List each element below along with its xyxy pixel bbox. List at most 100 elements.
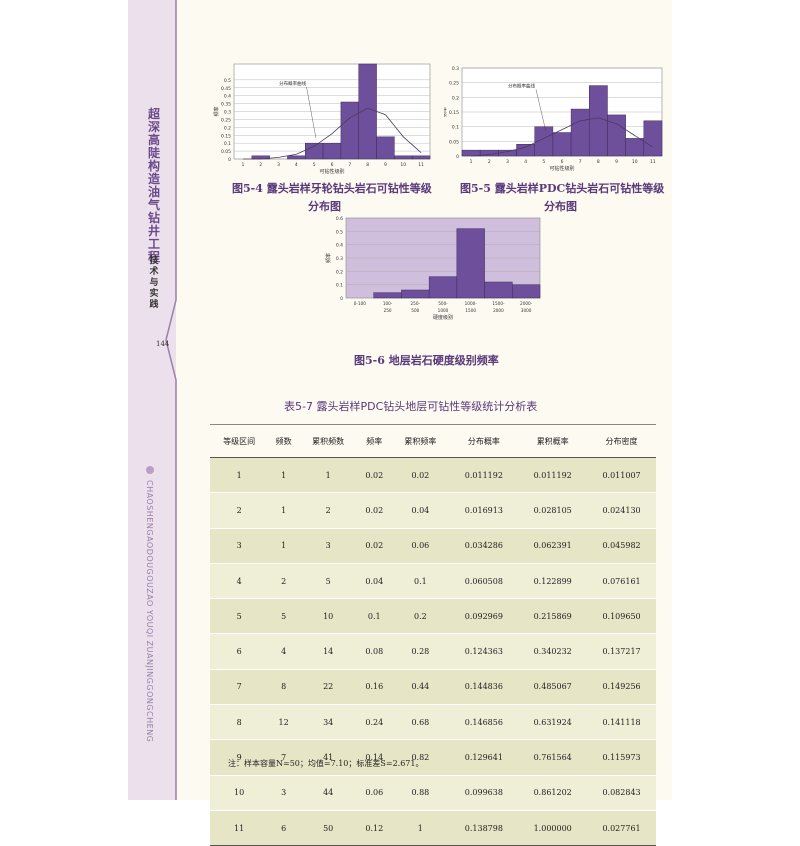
figure-5-4-chart: 0 0.05 0.1 0.15 0.2 0.250.3 0.35 0.4 0.45 0.5 1 2 3 4…: [213, 63, 431, 175]
y-tick-label: 0: [228, 157, 231, 163]
table-header-cell: 累积频数: [299, 424, 358, 458]
bar: [625, 138, 645, 157]
table-cell: 0.011007: [587, 457, 656, 494]
bar: [428, 276, 458, 299]
table-cell: 50: [299, 810, 358, 846]
table-note: 注：样本容量N=50；均值=7.10；标准差S=2.671。: [228, 759, 424, 768]
distribution-curve: [471, 117, 654, 157]
annotation-leader: [306, 86, 317, 139]
statistics-table: 等级区间 频数 累积频数 频率 累积频率 分布概率 累积概率 分布密度 1 1 1 0.02 0.02…: [210, 424, 656, 846]
table-cell: 0.016913: [449, 492, 519, 529]
table-cell: 7: [268, 739, 300, 776]
x-tick-label: 250: [384, 308, 392, 313]
table-cell: 0.631924: [518, 704, 588, 741]
table-cell: 0.082843: [587, 775, 656, 811]
table-row: 3 1 3 0.02 0.06 0.034286 0.062391 0.045982: [210, 528, 656, 564]
x-axis-label: 硬度级别: [433, 314, 453, 321]
y-tick-label: 0.4: [336, 243, 343, 249]
x-tick-label: 2000: [493, 308, 504, 313]
table-cell: 0.146856: [449, 704, 519, 741]
table-cell: 0.124363: [449, 633, 519, 670]
bar: [512, 284, 541, 299]
x-tick-label: 1: [470, 159, 473, 165]
bar: [287, 155, 306, 160]
table-cell: 0.44: [391, 669, 450, 706]
y-tick-label: 0.5: [336, 229, 343, 235]
x-tick-label: 3: [506, 159, 509, 165]
table-cell: 0.08: [357, 633, 392, 670]
bar: [607, 114, 626, 157]
table-row: 7 8 22 0.16 0.44 0.144836 0.485067 0.149256: [210, 669, 656, 706]
bar: [411, 155, 431, 160]
table-cell: 2: [210, 492, 269, 529]
x-tick-label: 4: [524, 159, 527, 165]
table-cell: 0.109650: [587, 598, 656, 635]
x-tick-label: 8: [597, 159, 600, 165]
table-cell: 12: [268, 704, 300, 741]
table-cell: 14: [299, 633, 358, 670]
bar: [570, 108, 590, 157]
pinyin-dot-icon: [146, 466, 154, 474]
table-cell: 1: [268, 457, 300, 494]
table-cell: 0.24: [357, 704, 392, 741]
y-tick-label: 0: [340, 296, 343, 302]
book-title-vertical: 超深高陡构造油气钻井工程: [147, 107, 160, 264]
bar: [516, 144, 535, 157]
bar: [373, 292, 402, 299]
y-tick-label: 0.4: [224, 94, 231, 100]
table-cell: 0.02: [357, 457, 392, 494]
table-cell: 0.12: [357, 810, 392, 846]
x-tick-label: 10: [632, 159, 638, 165]
y-tick-label: 0.05: [449, 139, 459, 145]
x-tick-label: 500: [411, 308, 419, 313]
y-tick-label: 0.25: [449, 81, 459, 87]
table-cell: 8: [210, 704, 269, 741]
table-cell: 0.099638: [449, 775, 519, 811]
bar: [484, 281, 513, 299]
table-cell: 44: [299, 775, 358, 811]
bar: [376, 136, 395, 160]
table-cell: 0.02: [357, 492, 392, 529]
table-row: 4 2 5 0.04 0.1 0.060508 0.122899 0.076161: [210, 563, 656, 600]
table-row: 8 12 34 0.24 0.68 0.146856 0.631924 0.141118: [210, 704, 656, 741]
table-header-cell: 分布概率: [449, 424, 519, 458]
table-cell: 0.88: [391, 775, 450, 811]
bar: [498, 149, 517, 157]
table-cell: 0.129641: [449, 739, 519, 776]
table-cell: 0.062391: [518, 528, 588, 564]
y-tick-label: 0.15: [449, 110, 459, 116]
table-cell: 6: [210, 633, 269, 670]
figure-5-4-caption: 图5-4 露头岩样牙轮钻头岩石可钻性等级: [232, 182, 432, 195]
table-row: 9 7 41 0.14 0.82 0.129641 0.761564 0.115973: [210, 739, 656, 776]
x-tick-label: 1500-: [492, 301, 505, 306]
table-body: 1 1 1 0.02 0.02 0.011192 0.011192 0.011007 2 1 2 0.…: [210, 457, 656, 846]
table-header-cell: 分布密度: [587, 424, 656, 458]
table-cell: 0.076161: [587, 563, 656, 600]
y-tick-label: 0.3: [336, 256, 343, 262]
y-tick-label: 0.2: [336, 269, 343, 275]
y-tick-label: 0.15: [221, 133, 231, 139]
table-cell: 0.141118: [587, 704, 656, 741]
table-cell: 0.1: [391, 563, 450, 600]
bar: [401, 289, 430, 299]
table-header-cell: 累积概率: [518, 424, 588, 458]
table-row: 11 6 50 0.12 1 0.138798 1.000000 0.027761: [210, 810, 656, 846]
y-tick-label: 0: [456, 154, 459, 160]
x-tick-label: 3: [277, 162, 280, 168]
y-tick-label: 0.6: [336, 216, 343, 222]
x-tick-label: 5: [313, 162, 316, 168]
y-tick-label: 0.3: [452, 66, 459, 72]
table-cell: 5: [268, 598, 300, 635]
figure-5-5-caption: 图5-5 露头岩样PDC钻头岩石可钻性等级: [460, 182, 665, 195]
x-tick-label: 500-: [438, 301, 448, 306]
table-cell: 0.1: [357, 598, 392, 635]
table-row: 10 3 44 0.06 0.88 0.099638 0.861202 0.082843: [210, 775, 656, 811]
y-tick-label: 0.35: [221, 102, 231, 108]
x-tick-label: 7: [579, 159, 582, 165]
table-cell: 1: [268, 528, 300, 564]
table-header-row: 等级区间 频数 累积频数 频率 累积频率 分布概率 累积概率 分布密度: [210, 424, 656, 458]
table-cell: 0.115973: [587, 739, 656, 776]
table-row: 1 1 1 0.02 0.02 0.011192 0.011192 0.011007: [210, 457, 656, 494]
table-cell: 0.16: [357, 669, 392, 706]
figure-5-6-caption: 图5-6 地层岩石硬度级别频率: [354, 354, 499, 367]
